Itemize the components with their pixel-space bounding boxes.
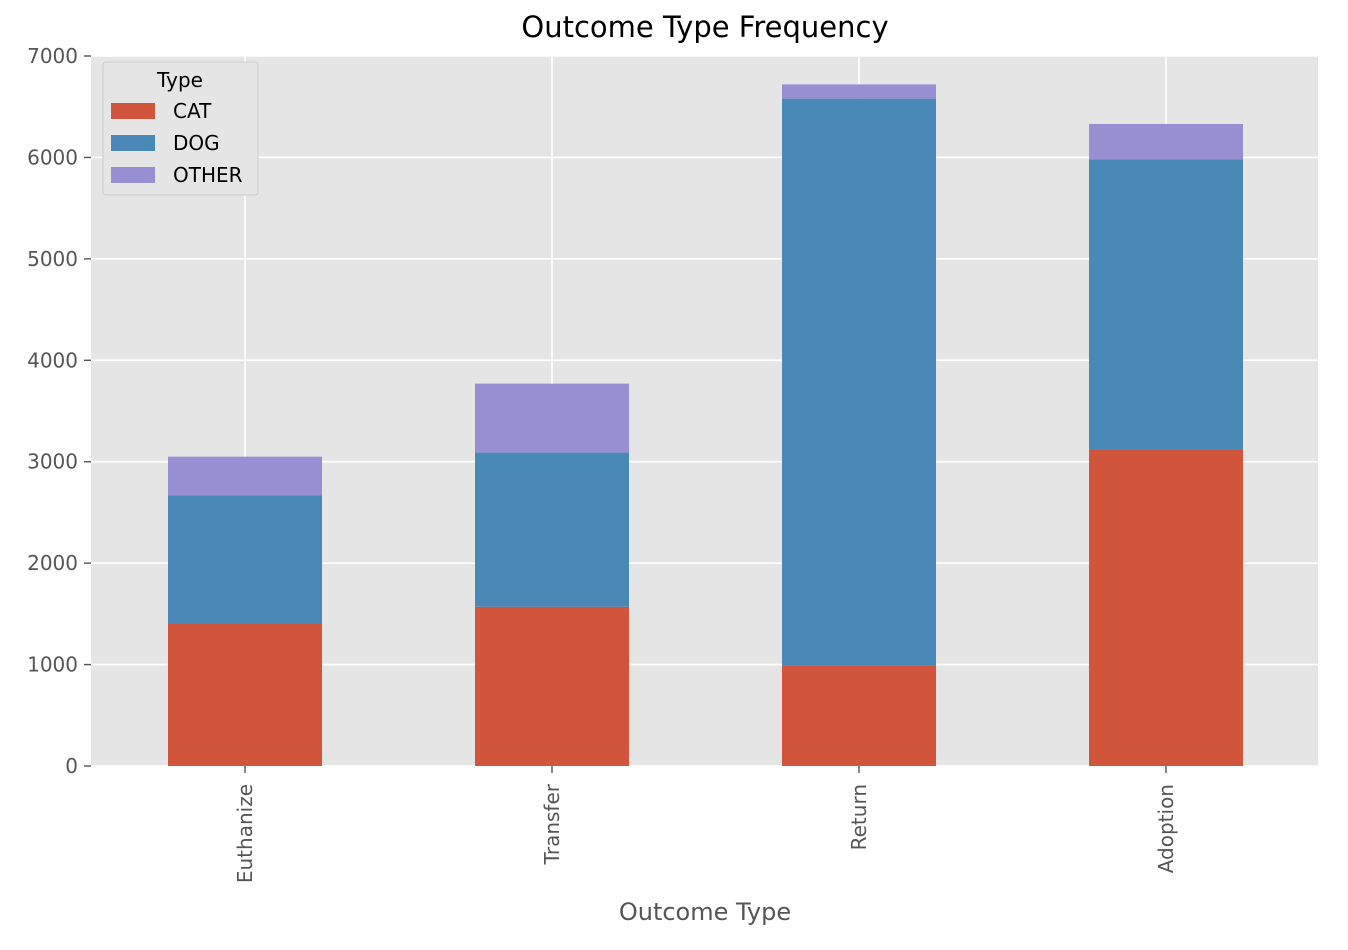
x-axis: Euthanize Transfer Return Adoption	[233, 766, 1178, 883]
y-tick-label: 7000	[27, 44, 78, 68]
y-tick-label: 1000	[27, 653, 78, 677]
legend-swatch-cat	[111, 103, 155, 119]
bar-dog-adoption	[1089, 159, 1243, 450]
y-axis: 0 1000 2000 3000 4000 5000 6000 7000	[27, 44, 91, 778]
legend-title: Type	[156, 68, 203, 92]
bar-other-euthanize	[168, 456, 322, 496]
legend-swatch-other	[111, 167, 155, 183]
legend-box	[102, 61, 259, 196]
x-tick-label: Transfer	[540, 783, 564, 865]
legend-label-other: OTHER	[173, 163, 243, 187]
x-axis-label: Outcome Type	[619, 898, 791, 926]
bar-other-adoption	[1089, 123, 1243, 160]
x-tick-label: Adoption	[1154, 784, 1178, 873]
legend-label-cat: CAT	[173, 99, 212, 123]
y-tick-label: 3000	[27, 450, 78, 474]
y-tick-label: 4000	[27, 348, 78, 372]
bars	[168, 84, 1243, 766]
bar-cat-adoption	[1089, 449, 1243, 766]
bar-dog-transfer	[475, 452, 629, 607]
bar-dog-return	[782, 98, 936, 666]
bar-dog-euthanize	[168, 495, 322, 624]
bar-cat-euthanize	[168, 624, 322, 766]
legend-label-dog: DOG	[173, 131, 220, 155]
bar-other-return	[782, 84, 936, 99]
bar-cat-transfer	[475, 606, 629, 766]
y-tick-label: 0	[65, 754, 78, 778]
chart-title: Outcome Type Frequency	[521, 10, 888, 44]
y-tick-label: 2000	[27, 551, 78, 575]
legend-swatch-dog	[111, 135, 155, 151]
y-tick-label: 6000	[27, 145, 78, 169]
bar-other-transfer	[475, 383, 629, 453]
bar-cat-return	[782, 665, 936, 766]
x-tick-label: Return	[847, 784, 871, 850]
y-tick-label: 5000	[27, 247, 78, 271]
x-tick-label: Euthanize	[233, 784, 257, 883]
legend: Type CAT DOG OTHER	[102, 61, 259, 196]
